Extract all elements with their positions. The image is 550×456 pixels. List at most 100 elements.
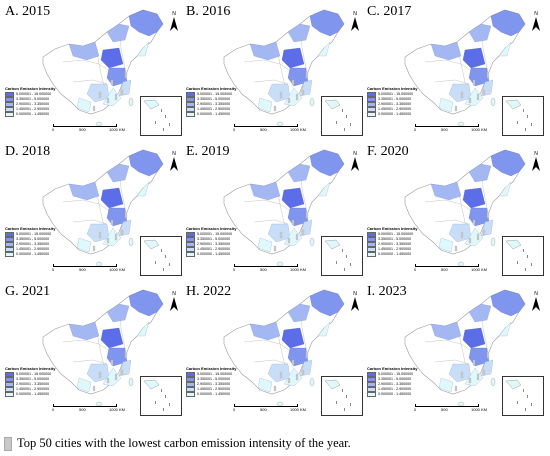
china-map	[42, 149, 164, 267]
legend-range: 5.000001 - 15.000000	[197, 92, 233, 96]
legend-title: Carbon Emission Intensity	[186, 86, 237, 91]
scale-tick-0: 0	[52, 127, 55, 132]
legend-swatch	[186, 112, 195, 117]
legend-swatch	[367, 242, 376, 247]
north-label: N	[172, 151, 176, 157]
legend-range: 3.350001 - 5.000000	[16, 237, 50, 241]
south-china-sea-inset	[321, 96, 363, 136]
legend-swatch	[186, 377, 195, 382]
legend-swatch	[367, 392, 376, 397]
legend-item: 2.900001 - 3.350000	[367, 102, 427, 107]
legend-range: 1.450001 - 2.900000	[197, 247, 231, 251]
lowest-intensity-cities	[454, 351, 490, 392]
panel-label: C. 2017	[367, 4, 412, 19]
legend-range: 5.000001 - 15.000000	[16, 232, 52, 236]
legend-item: 2.900001 - 3.350000	[367, 242, 427, 247]
scale-line	[53, 404, 117, 407]
legend-title: Carbon Emission Intensity	[5, 86, 56, 91]
region-northeast	[128, 289, 164, 317]
legend-range: 5.000001 - 15.000000	[378, 232, 414, 236]
legend-swatch	[367, 372, 376, 377]
legend-item: 0.000000 - 1.450000	[186, 252, 246, 257]
legend-item: 3.350001 - 5.000000	[5, 377, 65, 382]
legend-title: Carbon Emission Intensity	[5, 226, 56, 231]
north-arrow-icon	[351, 157, 359, 171]
legend-swatch	[5, 232, 14, 237]
legend-swatch	[367, 247, 376, 252]
north-arrow: N	[348, 11, 362, 33]
china-map	[404, 289, 526, 407]
legend-range: 5.000001 - 15.000000	[197, 372, 233, 376]
legend-item: 3.350001 - 5.000000	[5, 97, 65, 102]
china-map	[404, 9, 526, 127]
region-northeast	[128, 149, 164, 177]
legend-item: 2.900001 - 3.350000	[5, 102, 65, 107]
north-arrow-icon	[532, 17, 540, 31]
north-arrow-icon	[170, 157, 178, 171]
legend-item: 1.450001 - 2.900000	[367, 387, 427, 392]
legend-item: 0.000000 - 1.450000	[367, 252, 427, 257]
legend-range: 3.350001 - 5.000000	[16, 377, 50, 381]
scale-tick-0: 0	[233, 127, 236, 132]
legend-swatch	[186, 392, 195, 397]
region-northeast	[490, 289, 526, 317]
legend-swatch	[5, 107, 14, 112]
footnote-text: Top 50 cities with the lowest carbon emi…	[17, 436, 351, 450]
scale-bar: 0 500 1000 KM	[414, 404, 487, 414]
legend-range: 2.900001 - 3.350000	[378, 242, 412, 246]
legend-range: 1.450001 - 2.900000	[197, 387, 231, 391]
map-panel-9: I. 2023 N Carbon Emission Intensity 5.00…	[365, 282, 546, 422]
north-arrow-icon	[532, 297, 540, 311]
north-label: N	[353, 151, 357, 157]
legend-swatch	[186, 242, 195, 247]
scale-tick-2: 1000 KM	[290, 407, 307, 412]
legend-swatch	[186, 92, 195, 97]
north-arrow: N	[167, 11, 181, 33]
scale-tick-0: 0	[414, 267, 417, 272]
region-northeast	[490, 149, 526, 177]
legend-item: 5.000001 - 15.000000	[367, 92, 427, 97]
north-arrow-icon	[351, 17, 359, 31]
legend-range: 3.350001 - 5.000000	[197, 97, 231, 101]
legend-item: 3.350001 - 5.000000	[186, 237, 246, 242]
scale-tick-0: 0	[414, 127, 417, 132]
south-china-sea-inset	[140, 376, 182, 416]
legend: Carbon Emission Intensity 5.000001 - 15.…	[5, 366, 65, 397]
scale-line	[234, 264, 298, 267]
panel-label: B. 2016	[186, 4, 231, 19]
legend-item: 0.000000 - 1.450000	[186, 112, 246, 117]
scale-line	[234, 124, 298, 127]
legend-swatch	[367, 92, 376, 97]
map-grid: A. 2015 N Carbon Emission Intensity 5.00…	[3, 2, 547, 422]
panel-label: D. 2018	[5, 144, 51, 159]
scale-tick-1: 500	[79, 267, 86, 272]
map-panel-6: F. 2020 N Carbon Emission Intensity 5.00…	[365, 142, 546, 282]
scale-tick-0: 0	[233, 267, 236, 272]
legend: Carbon Emission Intensity 5.000001 - 15.…	[186, 86, 246, 117]
legend-range: 0.000000 - 1.450000	[16, 112, 50, 116]
legend-item: 2.900001 - 3.350000	[5, 382, 65, 387]
legend-range: 0.000000 - 1.450000	[16, 252, 50, 256]
scale-bar: 0 500 1000 KM	[233, 124, 306, 134]
legend-item: 3.350001 - 5.000000	[186, 97, 246, 102]
legend-item: 5.000001 - 15.000000	[186, 372, 246, 377]
legend-swatch	[5, 392, 14, 397]
legend-item: 1.450001 - 2.900000	[5, 247, 65, 252]
legend-item: 3.350001 - 5.000000	[367, 97, 427, 102]
legend-range: 5.000001 - 15.000000	[16, 372, 52, 376]
lowest-intensity-cities	[92, 351, 128, 392]
scale-tick-0: 0	[414, 407, 417, 412]
legend-range: 2.900001 - 3.350000	[378, 102, 412, 106]
panel-label: G. 2021	[5, 284, 51, 299]
legend-swatch	[186, 372, 195, 377]
lowest-intensity-cities	[454, 71, 490, 112]
legend-item: 3.350001 - 5.000000	[367, 377, 427, 382]
china-map	[42, 289, 164, 407]
legend-item: 2.900001 - 3.350000	[367, 382, 427, 387]
legend-title: Carbon Emission Intensity	[367, 366, 418, 371]
north-arrow-icon	[532, 157, 540, 171]
region-northeast	[128, 9, 164, 37]
scale-line	[415, 404, 479, 407]
legend-range: 3.350001 - 5.000000	[197, 377, 231, 381]
scale-tick-2: 1000 KM	[109, 267, 126, 272]
